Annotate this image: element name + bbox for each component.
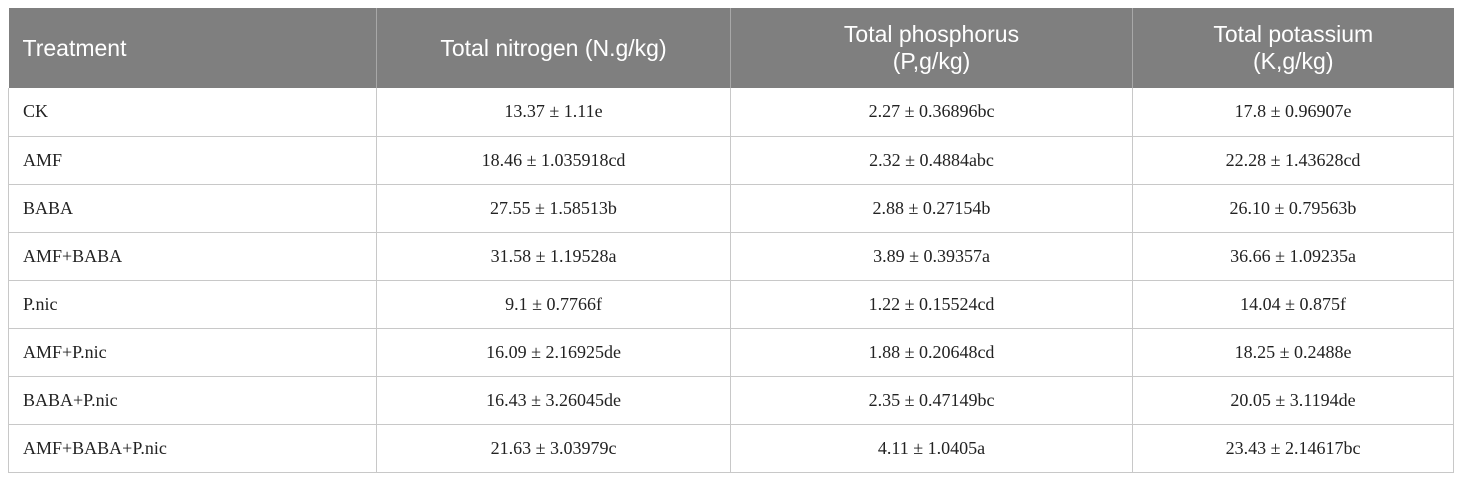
cell-treatment: CK <box>8 88 377 137</box>
cell-potassium: 20.05 ± 3.1194de <box>1132 376 1454 425</box>
cell-phosphorus: 3.89 ± 0.39357a <box>730 232 1133 281</box>
table-row: AMF 18.46 ± 1.035918cd 2.32 ± 0.4884abc … <box>8 136 1454 185</box>
cell-nitrogen: 16.43 ± 3.26045de <box>376 376 731 425</box>
cell-potassium: 22.28 ± 1.43628cd <box>1132 136 1454 185</box>
header-total-potassium-line2: (K,g/kg) <box>1252 48 1334 74</box>
cell-nitrogen: 16.09 ± 2.16925de <box>376 328 731 377</box>
header-total-phosphorus-line2: (P,g/kg) <box>892 48 971 74</box>
cell-phosphorus: 2.88 ± 0.27154b <box>730 184 1133 233</box>
cell-treatment: BABA+P.nic <box>8 376 377 425</box>
cell-treatment: BABA <box>8 184 377 233</box>
table-row: AMF+P.nic 16.09 ± 2.16925de 1.88 ± 0.206… <box>8 328 1454 377</box>
cell-treatment: P.nic <box>8 280 377 329</box>
cell-potassium: 14.04 ± 0.875f <box>1132 280 1454 329</box>
table-row: BABA 27.55 ± 1.58513b 2.88 ± 0.27154b 26… <box>8 184 1454 233</box>
data-table-container: Treatment Total nitrogen (N.g/kg) Total … <box>8 8 1454 473</box>
cell-nitrogen: 9.1 ± 0.7766f <box>376 280 731 329</box>
cell-nitrogen: 31.58 ± 1.19528a <box>376 232 731 281</box>
header-total-nitrogen: Total nitrogen (N.g/kg) <box>376 8 731 88</box>
header-treatment: Treatment <box>8 8 377 88</box>
table-row: P.nic 9.1 ± 0.7766f 1.22 ± 0.15524cd 14.… <box>8 280 1454 329</box>
table-row: AMF+BABA+P.nic 21.63 ± 3.03979c 4.11 ± 1… <box>8 424 1454 473</box>
nutrient-table: Treatment Total nitrogen (N.g/kg) Total … <box>8 8 1454 473</box>
cell-phosphorus: 2.35 ± 0.47149bc <box>730 376 1133 425</box>
header-treatment-text: Treatment <box>22 34 127 61</box>
cell-potassium: 18.25 ± 0.2488e <box>1132 328 1454 377</box>
header-total-phosphorus-line1: Total phosphorus <box>843 21 1020 47</box>
cell-treatment: AMF+BABA <box>8 232 377 281</box>
cell-potassium: 36.66 ± 1.09235a <box>1132 232 1454 281</box>
cell-nitrogen: 21.63 ± 3.03979c <box>376 424 731 473</box>
table-header: Treatment Total nitrogen (N.g/kg) Total … <box>8 8 1454 88</box>
cell-phosphorus: 1.88 ± 0.20648cd <box>730 328 1133 377</box>
cell-potassium: 17.8 ± 0.96907e <box>1132 88 1454 137</box>
table-body: CK 13.37 ± 1.11e 2.27 ± 0.36896bc 17.8 ±… <box>8 88 1454 473</box>
cell-phosphorus: 2.32 ± 0.4884abc <box>730 136 1133 185</box>
header-total-potassium: Total potassium (K,g/kg) <box>1132 8 1454 88</box>
cell-nitrogen: 18.46 ± 1.035918cd <box>376 136 731 185</box>
cell-treatment: AMF <box>8 136 377 185</box>
header-row: Treatment Total nitrogen (N.g/kg) Total … <box>8 8 1454 88</box>
cell-nitrogen: 13.37 ± 1.11e <box>376 88 731 137</box>
cell-treatment: AMF+P.nic <box>8 328 377 377</box>
cell-potassium: 23.43 ± 2.14617bc <box>1132 424 1454 473</box>
cell-treatment: AMF+BABA+P.nic <box>8 424 377 473</box>
cell-phosphorus: 4.11 ± 1.0405a <box>730 424 1133 473</box>
cell-nitrogen: 27.55 ± 1.58513b <box>376 184 731 233</box>
cell-potassium: 26.10 ± 0.79563b <box>1132 184 1454 233</box>
table-row: CK 13.37 ± 1.11e 2.27 ± 0.36896bc 17.8 ±… <box>8 88 1454 137</box>
header-total-nitrogen-text: Total nitrogen (N.g/kg) <box>440 34 667 61</box>
header-total-phosphorus: Total phosphorus (P,g/kg) <box>730 8 1133 88</box>
cell-phosphorus: 2.27 ± 0.36896bc <box>730 88 1133 137</box>
header-total-potassium-line1: Total potassium <box>1213 21 1374 47</box>
cell-phosphorus: 1.22 ± 0.15524cd <box>730 280 1133 329</box>
table-row: AMF+BABA 31.58 ± 1.19528a 3.89 ± 0.39357… <box>8 232 1454 281</box>
table-row: BABA+P.nic 16.43 ± 3.26045de 2.35 ± 0.47… <box>8 376 1454 425</box>
